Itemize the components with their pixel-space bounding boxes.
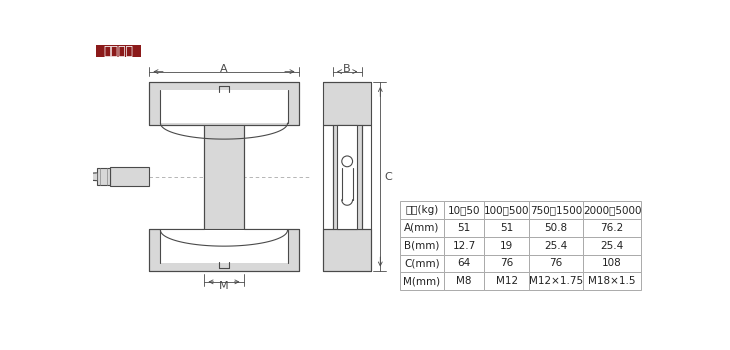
Bar [484,254,529,272]
Text: 108: 108 [602,258,622,268]
Text: 12.7: 12.7 [453,241,476,251]
Text: 50.8: 50.8 [545,223,567,233]
Circle shape [342,156,353,167]
Text: M8: M8 [456,276,472,286]
Text: M(mm): M(mm) [403,276,440,286]
Text: 25.4: 25.4 [601,241,623,251]
Text: M18×1.5: M18×1.5 [588,276,636,286]
Bar [149,229,299,271]
Text: A(mm): A(mm) [404,223,439,233]
Bar [583,219,642,237]
Bar [149,83,299,125]
Bar [529,254,583,272]
Text: 25.4: 25.4 [545,241,567,251]
Bar [529,272,583,290]
Bar [583,201,642,219]
Text: 100～500: 100～500 [484,205,529,215]
Text: 76: 76 [500,258,513,268]
Bar [484,237,529,254]
Bar [161,90,288,123]
Bar [529,237,583,254]
Text: 750～1500: 750～1500 [530,205,582,215]
Text: 76: 76 [549,258,563,268]
Bar [444,201,484,219]
Bar [399,254,444,272]
Bar [161,230,288,264]
Text: B: B [343,64,351,74]
Bar [323,229,371,271]
Text: A: A [220,64,228,74]
Bar [110,167,149,186]
Bar [96,45,141,57]
Text: 51: 51 [500,223,513,233]
Bar [333,125,362,229]
Bar [583,237,642,254]
Text: 10～50: 10～50 [448,205,480,215]
Bar [583,254,642,272]
Text: C(mm): C(mm) [404,258,439,268]
Bar [323,83,371,125]
Bar [204,125,244,229]
Text: 76.2: 76.2 [601,223,623,233]
Polygon shape [80,173,96,181]
Text: 量程(kg): 量程(kg) [405,205,439,215]
Bar [96,168,110,185]
Bar [399,272,444,290]
Text: 64: 64 [458,258,471,268]
Bar [529,201,583,219]
Bar [399,219,444,237]
Bar [484,219,529,237]
Text: 2000～5000: 2000～5000 [583,205,641,215]
Bar [444,254,484,272]
Bar [583,272,642,290]
Bar [337,125,357,229]
Text: M12: M12 [496,276,518,286]
Bar [399,237,444,254]
Text: B(mm): B(mm) [404,241,439,251]
Bar [529,219,583,237]
Bar [444,219,484,237]
Text: 19: 19 [500,241,513,251]
Text: 51: 51 [458,223,471,233]
Bar [484,272,529,290]
Bar [444,272,484,290]
Bar [484,201,529,219]
Text: M12×1.75: M12×1.75 [529,276,583,286]
Text: C: C [384,172,392,182]
Bar [444,237,484,254]
Bar [399,201,444,219]
Text: M: M [219,281,228,291]
Text: 外形尺寸: 外形尺寸 [104,45,134,58]
